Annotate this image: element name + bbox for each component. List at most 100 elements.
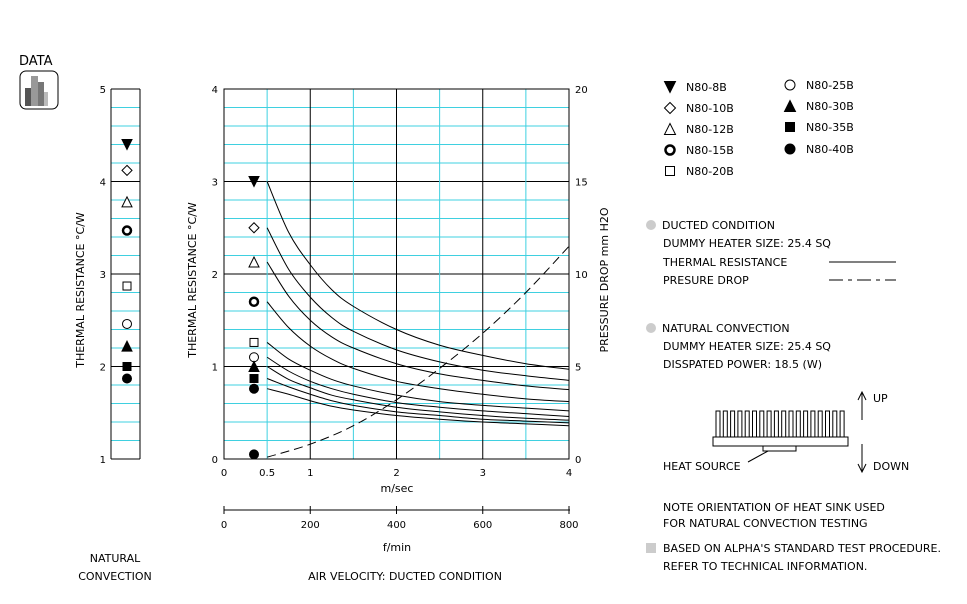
notes: NOTE ORIENTATION OF HEAT SINK USED FOR N… — [646, 501, 941, 573]
ducted-info-title: DUCTED CONDITION — [662, 219, 775, 232]
natural-y-tick: 2 — [100, 363, 106, 374]
pressure-y-tick: 15 — [575, 178, 588, 189]
x-tick-fmin: 0 — [221, 520, 227, 531]
x-tick-fmin: 600 — [473, 520, 492, 531]
heat-source-label: HEAT SOURCE — [663, 460, 741, 473]
pressure-drop-curve — [266, 245, 570, 458]
natural-info: NATURAL CONVECTION DUMMY HEATER SIZE: 25… — [646, 322, 831, 371]
natural-y-tick: 1 — [100, 455, 106, 466]
bullet-square-icon — [646, 543, 656, 553]
x-tick-msec: 3 — [480, 468, 486, 479]
natural-marker-n80-40b — [122, 373, 132, 384]
legend-item-n80-30b: N80-30B — [783, 99, 854, 113]
x-tick-fmin: 200 — [301, 520, 320, 531]
up-label: UP — [873, 392, 888, 405]
ducted-marker-n80-40b — [249, 383, 259, 394]
natural-marker-n80-15b — [121, 225, 133, 236]
legend: N80-8B N80-10B N80-12B N80-15B N80-20B N80-25… — [663, 79, 854, 178]
pressure-axis-label: PRESSURE DROP mm H2O — [598, 207, 611, 352]
legend-item-n80-12b: N80-12B — [663, 122, 734, 136]
ducted-marker-n80-15b — [248, 296, 260, 307]
natural-y-tick: 5 — [100, 85, 106, 96]
x-tick-msec: 1 — [307, 468, 313, 479]
legend-label: N80-12B — [686, 123, 734, 136]
legend-marker-icon — [663, 122, 677, 135]
bullet-icon — [646, 323, 656, 333]
legend-marker-icon — [664, 144, 676, 156]
curve-n80-20b — [266, 342, 570, 412]
ducted-y-tick: 2 — [212, 270, 218, 281]
ducted-marker-n80-12b — [248, 255, 260, 268]
legend-marker-icon — [784, 79, 796, 91]
ducted-y-tick: 3 — [212, 178, 218, 189]
bullet-icon — [646, 220, 656, 230]
x-tick-msec: 4 — [566, 468, 572, 479]
ducted-y-axis-label: THERMAL RESISTANCE °C/W — [186, 202, 199, 359]
legend-label: N80-30B — [806, 100, 854, 113]
natural-info-title: NATURAL CONVECTION — [662, 322, 790, 335]
down-arrow-icon — [857, 444, 867, 474]
curve-n80-35b — [266, 378, 570, 424]
x-tick-msec: 0.5 — [259, 468, 275, 479]
legend-marker-icon — [783, 99, 797, 112]
legend-label: N80-35B — [806, 121, 854, 134]
natural-caption-1: NATURAL — [90, 552, 141, 565]
legend-label: N80-40B — [806, 143, 854, 156]
data-icon: DATA — [19, 54, 59, 110]
heat-sink-diagram: HEAT SOURCE UP DOWN — [663, 390, 909, 474]
ducted-marker-n80-40b — [249, 449, 259, 460]
legend-item-n80-40b: N80-40B — [784, 143, 854, 156]
ducted-marker-n80-35b — [249, 374, 259, 384]
heat-source-block — [762, 445, 797, 452]
x-tick-msec: 0 — [221, 468, 227, 479]
legend-label: N80-8B — [686, 81, 727, 94]
natural-info-power: DISSPATED POWER: 18.5 (W) — [663, 358, 822, 371]
ducted-info-pressure: PRESURE DROP — [663, 274, 749, 287]
ducted-marker-n80-10b — [248, 222, 260, 234]
curve-n80-30b — [266, 366, 570, 421]
x-tick-msec: 2 — [393, 468, 399, 479]
heat-sink-fins — [715, 410, 845, 438]
natural-marker-n80-12b — [121, 195, 133, 208]
heat-sink-base — [712, 436, 849, 447]
natural-info-heater: DUMMY HEATER SIZE: 25.4 SQ — [663, 340, 831, 353]
ducted-info-thermal: THERMAL RESISTANCE — [662, 256, 787, 269]
legend-item-n80-10b: N80-10B — [663, 101, 734, 115]
ducted-info: DUCTED CONDITION DUMMY HEATER SIZE: 25.4… — [646, 219, 896, 287]
ducted-marker-n80-8b — [248, 176, 260, 188]
legend-item-n80-15b: N80-15B — [664, 144, 734, 157]
natural-caption-2: CONVECTION — [78, 570, 152, 583]
ducted-y-tick: 0 — [212, 455, 218, 466]
natural-marker-n80-35b — [122, 362, 132, 371]
legend-item-n80-25b: N80-25B — [784, 79, 854, 92]
ducted-marker-n80-20b — [249, 337, 259, 347]
natural-marker-n80-8b — [121, 139, 133, 151]
legend-marker-icon — [785, 122, 795, 132]
x-tick-fmin: 800 — [559, 520, 578, 531]
x-axis-label-fmin: f/min — [383, 541, 411, 554]
legend-item-n80-8b: N80-8B — [663, 81, 727, 94]
pressure-y-tick: 10 — [575, 270, 588, 281]
legend-marker-icon — [665, 166, 675, 176]
curve-n80-15b — [266, 301, 570, 403]
legend-marker-icon — [663, 101, 677, 115]
ducted-marker-n80-30b — [248, 360, 260, 372]
natural-marker-n80-30b — [121, 340, 133, 352]
down-label: DOWN — [873, 460, 909, 473]
ducted-caption: AIR VELOCITY: DUCTED CONDITION — [308, 570, 502, 583]
natural-y-tick: 4 — [100, 178, 106, 189]
legend-marker-icon — [663, 81, 677, 94]
ducted-y-tick: 1 — [212, 363, 218, 374]
natural-y-tick: 3 — [100, 270, 106, 281]
pressure-y-tick: 0 — [575, 455, 581, 466]
natural-marker-n80-10b — [121, 164, 133, 177]
natural-marker-n80-20b — [122, 281, 132, 291]
legend-label: N80-15B — [686, 144, 734, 157]
curve-n80-10b — [266, 227, 570, 381]
legend-label: N80-25B — [806, 79, 854, 92]
legend-item-n80-20b: N80-20B — [665, 165, 734, 178]
data-label: DATA — [19, 54, 53, 69]
ducted-info-heater: DUMMY HEATER SIZE: 25.4 SQ — [663, 237, 831, 250]
natural-marker-n80-25b — [122, 318, 132, 329]
